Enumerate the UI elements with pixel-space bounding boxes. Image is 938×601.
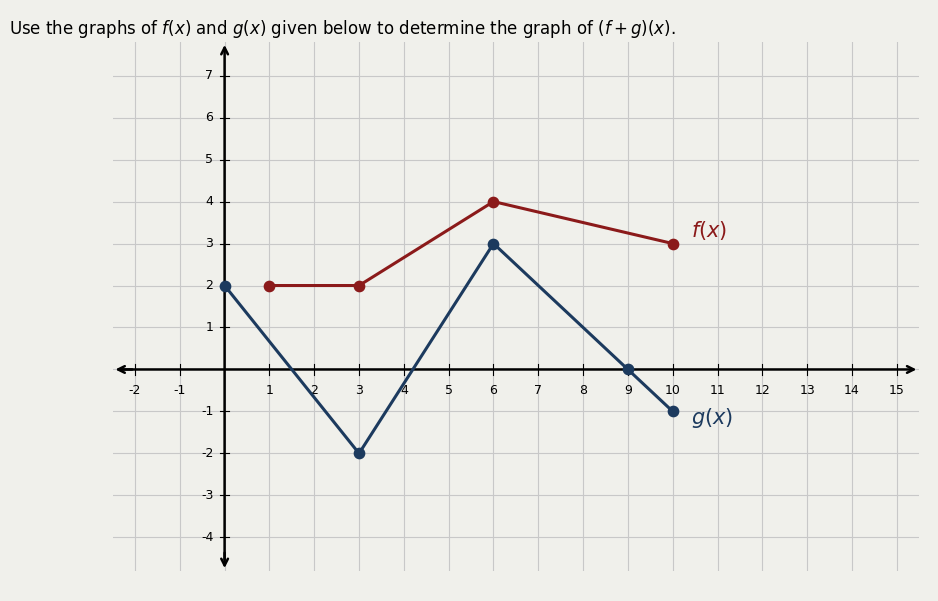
Text: 7: 7 [205, 69, 213, 82]
Text: 13: 13 [799, 384, 815, 397]
Point [262, 281, 277, 290]
Text: 9: 9 [624, 384, 632, 397]
Text: -2: -2 [201, 447, 213, 460]
Text: 11: 11 [710, 384, 725, 397]
Point [665, 239, 680, 248]
Text: 12: 12 [754, 384, 770, 397]
Text: -4: -4 [201, 531, 213, 544]
Text: -3: -3 [201, 489, 213, 502]
Text: -2: -2 [129, 384, 141, 397]
Point [665, 407, 680, 416]
Point [352, 448, 367, 458]
Text: 6: 6 [490, 384, 497, 397]
Point [620, 365, 635, 374]
Text: $f(x)$: $f(x)$ [690, 219, 727, 242]
Point [217, 281, 232, 290]
Text: 4: 4 [205, 195, 213, 208]
Text: 1: 1 [265, 384, 273, 397]
Text: 5: 5 [445, 384, 453, 397]
Text: 4: 4 [400, 384, 408, 397]
Text: Use the graphs of $f(x)$ and $g(x)$ given below to determine the graph of $(f+g): Use the graphs of $f(x)$ and $g(x)$ give… [9, 18, 676, 40]
Text: -1: -1 [174, 384, 186, 397]
Text: 15: 15 [889, 384, 905, 397]
Text: 10: 10 [665, 384, 681, 397]
Text: 2: 2 [310, 384, 318, 397]
Text: 8: 8 [579, 384, 587, 397]
Point [486, 239, 501, 248]
Text: -1: -1 [201, 405, 213, 418]
Text: 2: 2 [205, 279, 213, 292]
Point [352, 281, 367, 290]
Text: 3: 3 [205, 237, 213, 250]
Text: 3: 3 [356, 384, 363, 397]
Text: 7: 7 [535, 384, 542, 397]
Text: 5: 5 [205, 153, 213, 166]
Text: $g(x)$: $g(x)$ [690, 406, 733, 430]
Point [486, 197, 501, 206]
Text: 1: 1 [205, 321, 213, 334]
Text: 6: 6 [205, 111, 213, 124]
Text: 14: 14 [844, 384, 860, 397]
